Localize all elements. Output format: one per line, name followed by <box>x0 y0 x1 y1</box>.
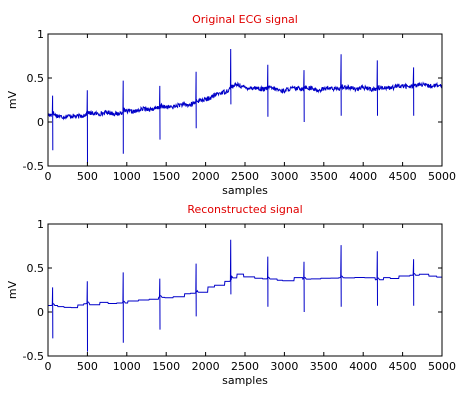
y-tick-label: -0.5 <box>23 160 44 173</box>
x-tick-label: 1500 <box>152 170 180 183</box>
x-tick-label: 2500 <box>231 360 259 373</box>
x-tick-label: 1500 <box>152 360 180 373</box>
plot-area <box>47 33 443 167</box>
x-tick-label: 5000 <box>428 360 456 373</box>
panel-1: Original ECG signal 0 500 1000 1500 2000 2500 3… <box>6 13 456 197</box>
x-tick-label: 1000 <box>113 170 141 183</box>
x-tick-label: 3000 <box>270 170 298 183</box>
y-tick-label: 0.5 <box>27 262 45 275</box>
x-tick-label: 4000 <box>349 360 377 373</box>
y-tick-label: -0.5 <box>23 350 44 363</box>
x-axis-label: samples <box>222 184 268 197</box>
series-line <box>48 239 442 352</box>
x-tick-label: 4500 <box>389 360 417 373</box>
x-tick-label: 4000 <box>349 170 377 183</box>
chart-title: Reconstructed signal <box>187 203 302 216</box>
x-tick-label: 500 <box>77 170 98 183</box>
x-tick-label: 3500 <box>310 360 338 373</box>
panel-2: Reconstructed signal 0 500 1000 1500 2000 2500… <box>6 203 456 387</box>
y-tick-label: 1 <box>37 218 44 231</box>
plot-area <box>47 223 443 357</box>
y-tick-label: 0 <box>37 306 44 319</box>
x-tick-label: 3000 <box>270 360 298 373</box>
x-axis-label: samples <box>222 374 268 387</box>
x-tick-label: 2000 <box>192 170 220 183</box>
y-tick-label: 0 <box>37 116 44 129</box>
x-tick-label: 3500 <box>310 170 338 183</box>
x-tick-label: 2000 <box>192 360 220 373</box>
y-axis-label: mV <box>6 280 19 299</box>
series-line <box>48 48 442 164</box>
x-tick-label: 1000 <box>113 360 141 373</box>
x-tick-label: 0 <box>45 360 52 373</box>
chart-title: Original ECG signal <box>192 13 298 26</box>
x-tick-label: 0 <box>45 170 52 183</box>
x-tick-label: 4500 <box>389 170 417 183</box>
x-tick-label: 2500 <box>231 170 259 183</box>
y-axis-label: mV <box>6 90 19 109</box>
x-tick-label: 5000 <box>428 170 456 183</box>
y-tick-label: 0.5 <box>27 72 45 85</box>
y-tick-label: 1 <box>37 28 44 41</box>
x-tick-label: 500 <box>77 360 98 373</box>
